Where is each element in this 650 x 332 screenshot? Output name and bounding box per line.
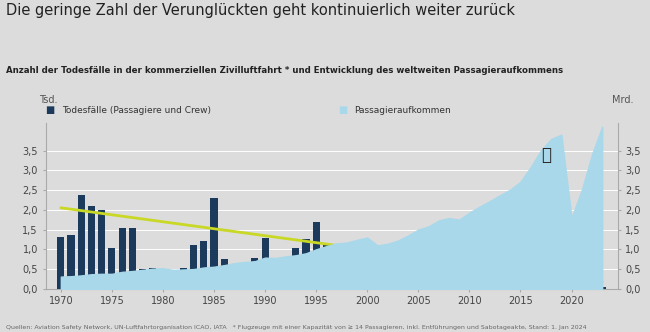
Bar <box>88 206 95 289</box>
Bar <box>282 258 289 289</box>
Bar <box>77 195 84 289</box>
Bar <box>139 269 146 289</box>
Bar <box>241 265 248 289</box>
Bar <box>149 268 156 289</box>
Bar <box>261 238 268 289</box>
Bar <box>252 258 259 289</box>
Bar <box>599 287 606 289</box>
Bar <box>466 263 473 289</box>
Bar <box>323 244 330 289</box>
Text: 🧍: 🧍 <box>541 146 551 164</box>
Bar <box>211 198 218 289</box>
Bar <box>395 268 402 289</box>
Bar <box>354 247 361 289</box>
Bar <box>272 269 279 289</box>
Text: Tsd.: Tsd. <box>39 95 57 105</box>
Bar <box>486 265 493 289</box>
Text: Die geringe Zahl der Verunglückten geht kontinuierlich weiter zurück: Die geringe Zahl der Verunglückten geht … <box>6 3 515 18</box>
Bar <box>384 258 391 289</box>
Bar <box>302 239 309 289</box>
Bar <box>547 284 554 289</box>
Bar <box>588 286 595 289</box>
Bar <box>343 245 350 289</box>
Bar <box>517 264 524 289</box>
Bar <box>415 249 422 289</box>
Text: Passagieraufkommen: Passagieraufkommen <box>354 106 451 115</box>
Bar <box>435 259 442 289</box>
Bar <box>159 273 166 289</box>
Bar <box>425 251 432 289</box>
Bar <box>558 279 565 289</box>
Bar <box>568 277 575 289</box>
Bar <box>456 264 463 289</box>
Bar <box>538 274 545 289</box>
Text: ■: ■ <box>338 105 347 115</box>
Bar <box>476 266 483 289</box>
Bar <box>170 272 177 289</box>
Bar <box>313 222 320 289</box>
Text: Anzahl der Todesfälle in der kommerziellen Zivilluftfahrt * und Entwicklung des : Anzahl der Todesfälle in der kommerziell… <box>6 66 564 75</box>
Bar <box>333 266 340 289</box>
Bar <box>68 235 75 289</box>
Bar <box>231 267 238 289</box>
Bar <box>109 248 116 289</box>
Bar <box>180 268 187 289</box>
Bar <box>404 272 411 289</box>
Text: ■: ■ <box>46 105 55 115</box>
Bar <box>220 259 228 289</box>
Bar <box>497 270 504 289</box>
Bar <box>506 255 514 289</box>
Bar <box>527 282 534 289</box>
Text: Quellen: Aviation Safety Network, UN-Luftfahrtorganisation ICAO, IATA   * Flugze: Quellen: Aviation Safety Network, UN-Luf… <box>6 325 587 330</box>
Bar <box>374 259 381 289</box>
Bar <box>118 227 125 289</box>
Text: Mrd.: Mrd. <box>612 95 634 105</box>
Bar <box>363 249 370 289</box>
Bar <box>98 210 105 289</box>
Text: Todesfälle (Passagiere und Crew): Todesfälle (Passagiere und Crew) <box>62 106 211 115</box>
Bar <box>200 241 207 289</box>
Bar <box>578 280 585 289</box>
Bar <box>129 227 136 289</box>
Bar <box>292 248 299 289</box>
Bar <box>445 268 452 289</box>
Bar <box>57 237 64 289</box>
Bar <box>190 245 197 289</box>
